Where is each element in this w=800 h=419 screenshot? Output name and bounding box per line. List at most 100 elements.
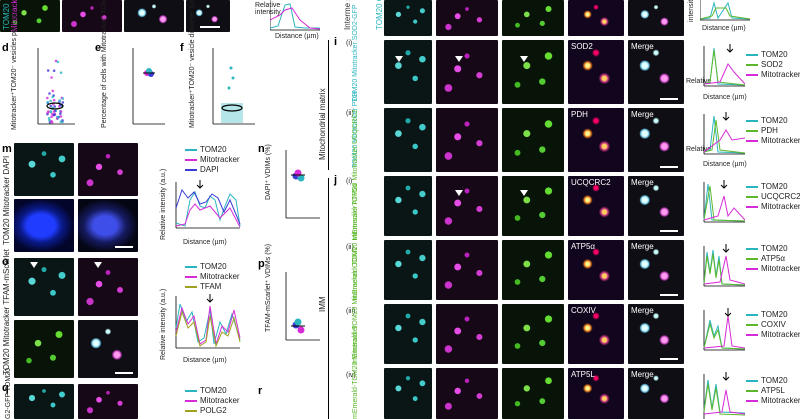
panel-d-dot <box>48 118 51 122</box>
panel-j-ii-heat-image <box>568 240 624 300</box>
panel-d-dot <box>58 99 61 102</box>
panel-m-merge-image <box>78 199 138 252</box>
panel-j-iii-merge-image <box>628 304 684 364</box>
panel-d-dot <box>49 99 52 103</box>
panel-d-dot <box>50 115 53 118</box>
arrowhead-marker <box>30 262 38 268</box>
panel-d-ylabel: Mitotracker⁺TOM20⁻ vesicles per cell <box>11 13 18 130</box>
top-scale-bar <box>200 26 220 28</box>
panel-letter-p: p <box>258 258 265 270</box>
top-right-image-1 <box>384 0 432 36</box>
panel-j-ii-legend-marker: ATP5α <box>761 254 786 263</box>
cytochrome-label: TOM20 Cytochro <box>375 0 384 30</box>
top-right-image-3 <box>502 0 564 36</box>
panel-i-i-legend-mito: Mitotracker <box>761 70 800 79</box>
panel-j-iv-legend-marker: ATP5L <box>761 386 785 395</box>
panel-j-iii-profile-plot <box>703 308 745 351</box>
panel-j-iv-marker-label: ATP5L <box>571 370 595 379</box>
top-left-ylabel: Relative intensity <box>255 2 281 16</box>
panel-i-i-merge-label: Merge <box>631 42 654 51</box>
top-strip-image-4 <box>186 0 230 32</box>
imm-section-label: IMM <box>318 296 327 312</box>
panel-i-i-rel-label: Relative <box>686 78 712 85</box>
panel-j-ii-mito-image <box>436 240 498 300</box>
panel-i-ii-legend-pdh: PDH <box>761 126 778 135</box>
panel-d-dot <box>61 97 65 100</box>
panel-j-iii-heat-image <box>568 304 624 364</box>
panel-o-legend-tfam: TFAM <box>200 282 222 291</box>
panel-d-dot <box>59 120 63 123</box>
panel-o-profile-plot <box>175 294 241 349</box>
panel-j-ii-marker-image <box>502 240 564 300</box>
panel-j-ii-merge-label: Merge <box>631 242 654 251</box>
panel-letter-j: j <box>334 174 338 186</box>
panel-i-ii-tom20-image <box>384 108 432 172</box>
top-right-ylabel: intensity <box>688 0 695 22</box>
panel-q-tom20-image <box>14 384 74 419</box>
panel-o-tom20-image <box>14 258 74 316</box>
panel-i-i-tom20-image <box>384 40 432 104</box>
panel-j-iii-mito-image <box>436 304 498 364</box>
panel-j-i-roman: (i) <box>346 178 353 185</box>
panel-d-dot <box>52 110 56 113</box>
panel-d-dot <box>61 101 65 104</box>
panel-letter-q: q <box>2 382 9 394</box>
panel-j-i-marker-label: UCQCRC2 <box>571 178 611 187</box>
arrowhead-marker <box>395 56 403 62</box>
top-strip-image-3 <box>124 0 184 32</box>
panel-i-row-ii-roman: (ii) <box>346 110 354 117</box>
panel-j-iv-mito-image <box>436 368 498 419</box>
panel-i-ii-mito-image <box>436 108 498 172</box>
matrix-divider <box>328 40 329 170</box>
panel-j-iii-legend-mito: Mitotracker <box>761 330 800 339</box>
top-right-xlabel: Distance (µm) <box>702 25 746 32</box>
panel-j-i-profile-plot <box>703 180 745 223</box>
panel-i-i-merge-image <box>628 40 684 104</box>
panel-o-legend: TOM20 Mitotracker TFAM <box>185 262 240 292</box>
panel-j-ii-legend-tom20: TOM20 <box>761 244 788 253</box>
panel-j-iv-legend-tom20: TOM20 <box>761 376 788 385</box>
top-right-profile-plot <box>700 0 750 21</box>
panel-m-scale-bar <box>115 246 133 248</box>
panel-letter-o: o <box>2 256 9 268</box>
panel-j-iv-merge-label: Merge <box>631 370 654 379</box>
panel-i-ii-profile-plot <box>703 112 745 155</box>
panel-i-ii-legend-tom20: TOM20 <box>761 116 788 125</box>
panel-j-iii-tom20-image <box>384 304 432 364</box>
arrowhead-marker <box>520 190 528 196</box>
panel-m-ylabel: Relative intensity (a.u.) <box>160 168 167 240</box>
panel-q-legend: TOM20 Mitotracker POLG2 <box>185 386 240 416</box>
imm-divider <box>328 178 329 419</box>
panel-i-i-legend: TOM20 SOD2 Mitotracker <box>746 50 800 80</box>
panel-q-mito-image <box>78 384 138 419</box>
panel-i-row-i-roman: (i) <box>346 40 353 47</box>
panel-j-iii-roman: (iii) <box>346 308 356 315</box>
panel-d-dot <box>51 95 54 99</box>
panel-d-dot <box>51 89 55 93</box>
panel-j-iii-legend: TOM20 COXIV Mitotracker <box>746 310 800 340</box>
panel-i-ii-legend-mito: Mitotracker <box>761 136 800 145</box>
panel-q-legend-tom20: TOM20 <box>200 386 227 395</box>
panel-i-ii-marker-label: PDH <box>571 110 588 119</box>
matrix-section-label: Mitochondrial matrix <box>318 88 327 160</box>
panel-j-ii-legend-mito: Mitotracker <box>761 264 800 273</box>
panel-d-dot <box>47 116 51 120</box>
panel-i-i-mito-image <box>436 40 498 104</box>
panel-p-ylabel: TFAM-mScarlet⁺ VDIMs (%) <box>265 243 272 332</box>
panel-d-dot <box>46 96 49 100</box>
panel-letter-e: e <box>95 42 102 54</box>
panel-j-iv-merge-image <box>628 368 684 419</box>
panel-d-dot <box>59 115 63 118</box>
panel-j-iv-profile-plot <box>703 372 745 419</box>
panel-j-i-mito-image <box>436 176 498 236</box>
panel-m-dapi-image <box>14 199 74 252</box>
panel-o-legend-tom20: TOM20 <box>200 262 227 271</box>
panel-letter-d: d <box>2 42 9 54</box>
panel-i-ii-merge-image <box>628 108 684 172</box>
panel-m-legend-dapi: DAPI <box>200 165 219 174</box>
panel-i-i-xlabel: Distance (µm) <box>703 94 747 101</box>
panel-i-i-scale-bar <box>660 98 678 100</box>
panel-letter-r: r <box>258 385 263 397</box>
panel-i-i-sod2-image <box>502 40 564 104</box>
panel-j-iv-marker-image <box>502 368 564 419</box>
